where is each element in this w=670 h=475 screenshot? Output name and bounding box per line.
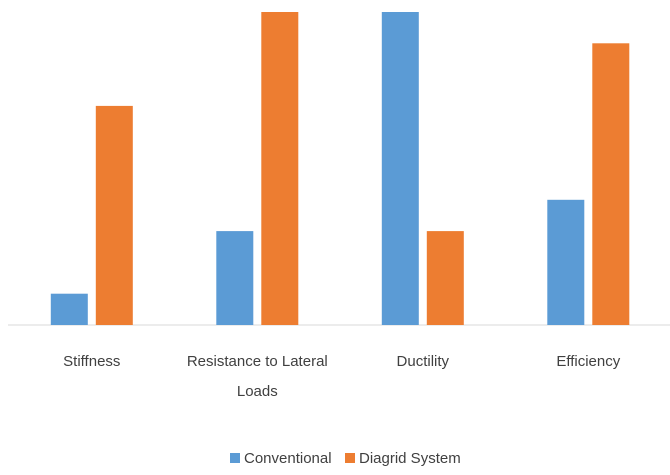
legend-label-diagrid-system: Diagrid System xyxy=(359,450,461,467)
legend-item-diagrid-system: Diagrid System xyxy=(345,450,461,467)
category-label-efficiency: Efficiency xyxy=(556,353,620,370)
category-labels: Stiffness Resistance to Lateral Loads Ducti… xyxy=(63,353,621,400)
bar-diagrid-system-ductility xyxy=(426,231,464,325)
legend-swatch-diagrid-system xyxy=(345,453,355,463)
category-label-resistance-to-lateral-loads: Resistance to Lateral Loads xyxy=(187,353,328,400)
legend-swatch-conventional xyxy=(230,453,240,463)
bar-conventional-resistance-to-lateral-loads xyxy=(216,231,254,325)
bar-diagrid-system-stiffness xyxy=(95,105,133,326)
bar-conventional-efficiency xyxy=(547,199,585,325)
category-label-ductility: Ductility xyxy=(397,353,450,370)
bar-diagrid-system-efficiency xyxy=(592,43,630,326)
bar-conventional-ductility xyxy=(381,12,419,325)
legend: Conventional Diagrid System xyxy=(230,450,461,467)
legend-label-conventional: Conventional xyxy=(244,450,332,467)
category-label-stiffness: Stiffness xyxy=(63,353,120,370)
legend-item-conventional: Conventional xyxy=(230,450,332,467)
bar-diagrid-system-resistance-to-lateral-loads xyxy=(261,12,299,325)
bar-conventional-stiffness xyxy=(50,293,88,325)
bars-layer xyxy=(50,12,630,326)
